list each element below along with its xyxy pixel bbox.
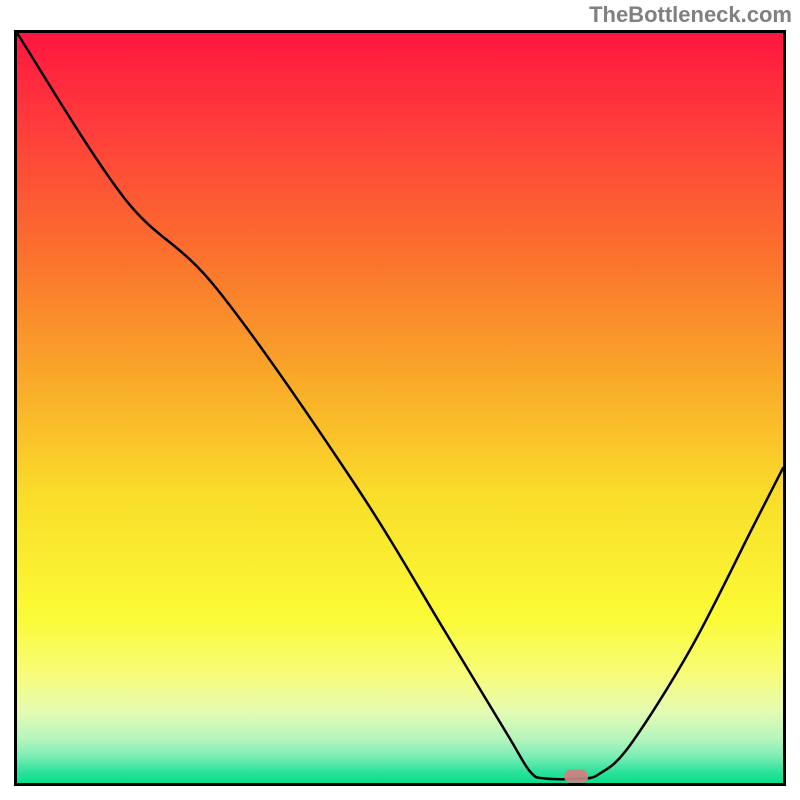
plot-svg (17, 33, 783, 783)
chart-frame: TheBottleneck.com (0, 0, 800, 800)
optimal-point-marker (564, 770, 588, 783)
plot-area (14, 30, 786, 786)
watermark-text: TheBottleneck.com (589, 2, 792, 28)
gradient-background (17, 33, 783, 783)
